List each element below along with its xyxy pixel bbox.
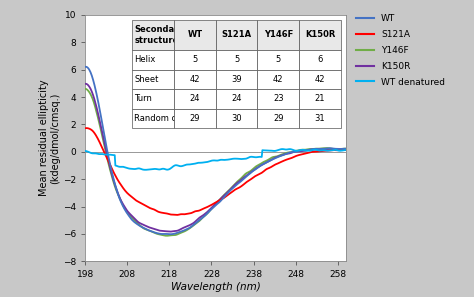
Legend: WT, S121A, Y146F, K150R, WT denatured: WT, S121A, Y146F, K150R, WT denatured [356,15,445,86]
Y-axis label: Mean residual ellipticity
(kdeg/dmol/cmsq.): Mean residual ellipticity (kdeg/dmol/cms… [39,80,60,196]
X-axis label: Wavelength (nm): Wavelength (nm) [171,282,261,292]
